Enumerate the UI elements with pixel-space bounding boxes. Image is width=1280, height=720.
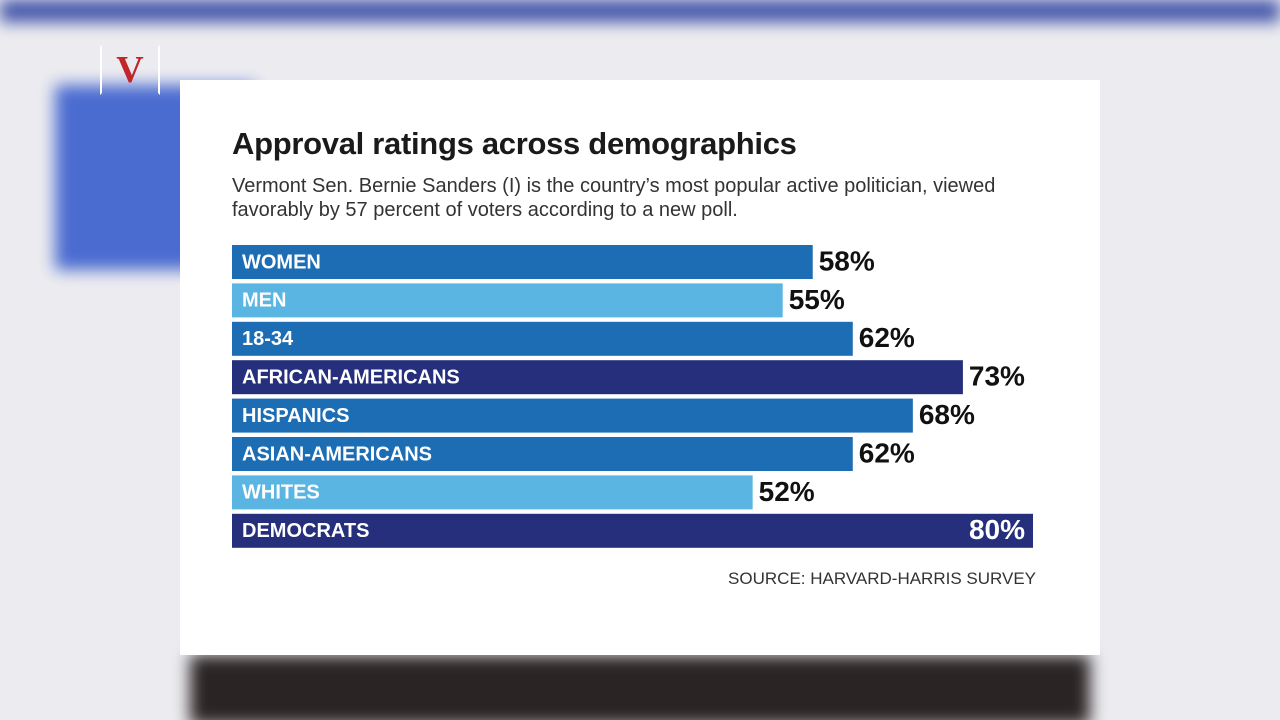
category-label: AFRICAN-AMERICANS xyxy=(242,366,460,388)
category-label: 18-34 xyxy=(242,328,294,350)
value-label: 80% xyxy=(969,514,1025,545)
chart: WOMEN 58% MEN 55% 18-34 62% AFRICAN-AMERICANS 7… xyxy=(232,245,1033,548)
chart-card: WOMEN 58% MEN 55% 18-34 62% AFRICAN-AMERICANS 7… xyxy=(180,80,1100,655)
bar xyxy=(232,475,753,510)
bar xyxy=(232,283,783,318)
bar xyxy=(232,321,853,356)
category-label: WOMEN xyxy=(242,251,321,273)
category-label: HISPANICS xyxy=(242,405,349,427)
value-label: 68% xyxy=(919,399,975,430)
value-label: 62% xyxy=(859,322,915,353)
category-label: DEMOCRATS xyxy=(242,520,369,542)
background-band xyxy=(0,0,1280,22)
logo: V xyxy=(100,45,160,95)
category-label: ASIAN-AMERICANS xyxy=(242,443,432,465)
category-label: WHITES xyxy=(242,482,320,504)
category-label: MEN xyxy=(242,290,286,312)
value-label: 55% xyxy=(789,284,845,315)
value-label: 52% xyxy=(759,476,815,507)
bar xyxy=(232,245,813,279)
bar xyxy=(232,360,963,395)
value-label: 73% xyxy=(969,361,1025,392)
background-shadow xyxy=(190,655,1090,720)
value-label: 58% xyxy=(819,245,875,276)
chart-title: Approval ratings across demographics xyxy=(232,126,797,161)
source-note: SOURCE: HARVARD-HARRIS SURVEY xyxy=(728,569,1036,588)
value-label: 62% xyxy=(859,437,915,468)
bar xyxy=(232,437,853,471)
bar xyxy=(232,398,913,433)
bar xyxy=(232,513,1033,548)
chart-subtitle: Vermont Sen. Bernie Sanders (I) is the c… xyxy=(232,175,996,221)
